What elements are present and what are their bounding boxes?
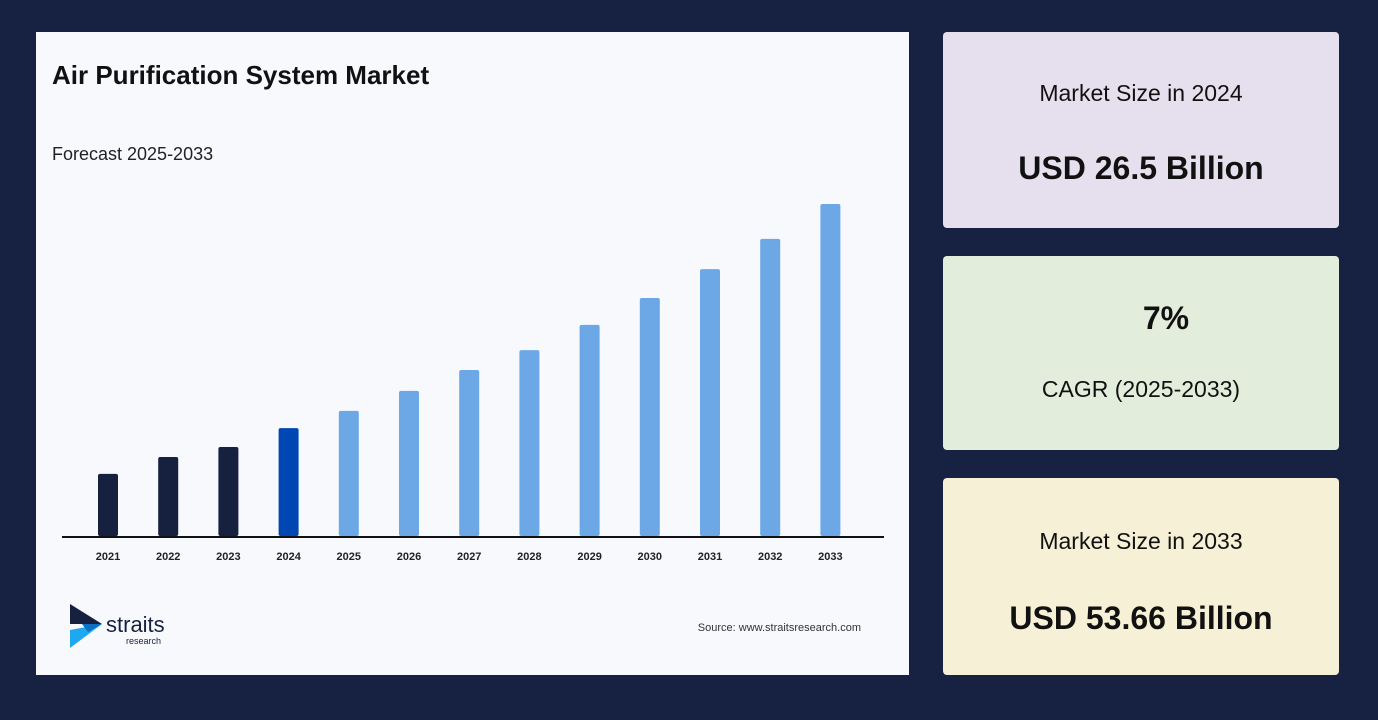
svg-text:straits: straits — [106, 612, 165, 637]
bar-2031 — [700, 269, 720, 536]
card-value: USD 26.5 Billion — [1018, 150, 1264, 186]
chart-title: Air Purification System Market — [52, 60, 430, 90]
bar-2029 — [579, 324, 600, 536]
x-tick-label: 2028 — [517, 551, 541, 563]
x-tick-label: 2023 — [216, 551, 240, 563]
bar-2026 — [399, 390, 419, 536]
card-label: Market Size in 2033 — [1039, 528, 1243, 554]
x-tick-label: 2027 — [457, 551, 481, 563]
x-tick-label: 2024 — [276, 551, 301, 563]
bar-2030 — [639, 297, 660, 536]
x-tick-label: 2032 — [758, 551, 782, 563]
card-label: CAGR (2025-2033) — [1041, 376, 1241, 402]
card-value: USD 53.66 Billion — [1009, 600, 1273, 636]
bar-2021 — [98, 473, 118, 536]
x-tick-label: 2029 — [577, 551, 601, 563]
bar-2033 — [820, 204, 841, 536]
x-tick-label: 2033 — [818, 551, 842, 563]
x-tick-label: 2026 — [397, 551, 421, 563]
chart-subtitle: Forecast 2025-2033 — [52, 144, 214, 164]
x-tick-label: 2031 — [698, 551, 722, 563]
bar-2023 — [218, 447, 239, 536]
x-tick-label: 2021 — [96, 551, 120, 563]
bar-2022 — [158, 456, 179, 536]
x-tick-label: 2030 — [638, 551, 662, 563]
card-market-2033: Market Size in 2033 USD 53.66 Billion — [943, 478, 1339, 675]
chart-panel: Air Purification System Market Forecast … — [36, 32, 909, 675]
card-value: 7% — [1142, 300, 1190, 336]
bar-chart: 2021 2022 2023 2024 2025 2026 2027 2028 2029 2030… — [62, 204, 884, 563]
card-cagr: 7% CAGR (2025-2033) — [943, 256, 1339, 450]
source-text: Source: www.straitsresearch.com — [697, 622, 861, 634]
bar-2024 — [278, 428, 299, 536]
straits-logo: straits research — [70, 604, 165, 648]
svg-text:research: research — [126, 636, 161, 646]
card-label: Market Size in 2024 — [1039, 80, 1243, 106]
bar-2027 — [459, 370, 480, 536]
bar-2028 — [519, 350, 540, 536]
x-tick-label: 2025 — [337, 551, 361, 563]
bar-2032 — [760, 238, 781, 537]
card-market-2024: Market Size in 2024 USD 26.5 Billion — [943, 32, 1339, 228]
x-tick-label: 2022 — [156, 551, 180, 563]
bar-2025 — [338, 410, 359, 536]
